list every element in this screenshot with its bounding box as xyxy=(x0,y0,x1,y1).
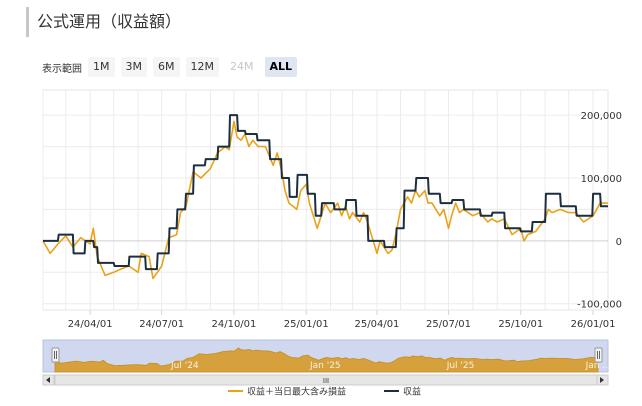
navigator-handle-left[interactable] xyxy=(51,347,60,363)
y-tick-label: 100,000 xyxy=(581,174,622,185)
navigator[interactable]: Jul '24 Jan '25 Jul '25 Jan ... III xyxy=(42,339,611,386)
legend-label: 収益 xyxy=(403,386,421,398)
plot-area-border xyxy=(42,89,609,311)
x-tick-label: 24/07/01 xyxy=(139,319,184,330)
x-tick-label: 24/04/01 xyxy=(68,319,113,330)
x-tick-label: 24/10/01 xyxy=(211,319,256,330)
y-tick-label: 200,000 xyxy=(581,111,622,122)
series-line-profit-plus-max-unrealized xyxy=(42,120,608,280)
range-selector-label: 表示範囲 xyxy=(42,63,82,75)
range-selector: 表示範囲 1M 3M 6M 12M 24M ALL xyxy=(42,56,303,78)
y-tick-label: -100,000 xyxy=(577,300,622,311)
axis-labels: 200,000 100,000 0 -100,000 24/04/01 24/07/01 2… xyxy=(68,111,622,330)
chevron-right-icon xyxy=(600,377,604,383)
x-tick-label: 25/10/01 xyxy=(498,319,543,330)
range-button-6m[interactable]: 6M xyxy=(153,57,180,77)
y-tick-label: 0 xyxy=(616,237,622,248)
legend: 収益＋当日最大含み損益 収益 xyxy=(228,386,421,398)
series-line-profit xyxy=(43,114,608,271)
range-button-1m[interactable]: 1M xyxy=(88,57,115,77)
x-tick-label: 25/01/01 xyxy=(284,319,329,330)
legend-label: 収益＋当日最大含み損益 xyxy=(247,386,346,398)
navigator-series-area xyxy=(54,347,599,373)
range-button-3m[interactable]: 3M xyxy=(120,57,147,77)
x-tick-label: 26/01/01 xyxy=(571,319,616,330)
scrollbar-grip: III xyxy=(323,377,329,385)
chart-grid xyxy=(42,89,609,311)
x-tick-label: 25/07/01 xyxy=(426,319,471,330)
navigator-label: Jan '25 xyxy=(309,361,341,371)
chevron-left-icon xyxy=(46,377,50,383)
navigator-label: Jul '25 xyxy=(446,361,475,371)
range-button-12m[interactable]: 12M xyxy=(185,57,219,77)
x-tick-label: 25/04/01 xyxy=(355,319,400,330)
range-button-all[interactable]: ALL xyxy=(264,57,298,77)
navigator-label: Jan ... xyxy=(585,361,611,371)
navigator-handle-right[interactable] xyxy=(594,347,603,363)
legend-item-profit[interactable]: 収益 xyxy=(384,386,421,398)
page-title: 公式運用（収益額） xyxy=(26,7,181,37)
range-button-24m: 24M xyxy=(230,60,254,73)
plot-series xyxy=(42,114,608,280)
legend-item-profit-plus-max-unrealized[interactable]: 収益＋当日最大含み損益 xyxy=(228,386,346,398)
navigator-label: Jul '24 xyxy=(170,361,199,371)
